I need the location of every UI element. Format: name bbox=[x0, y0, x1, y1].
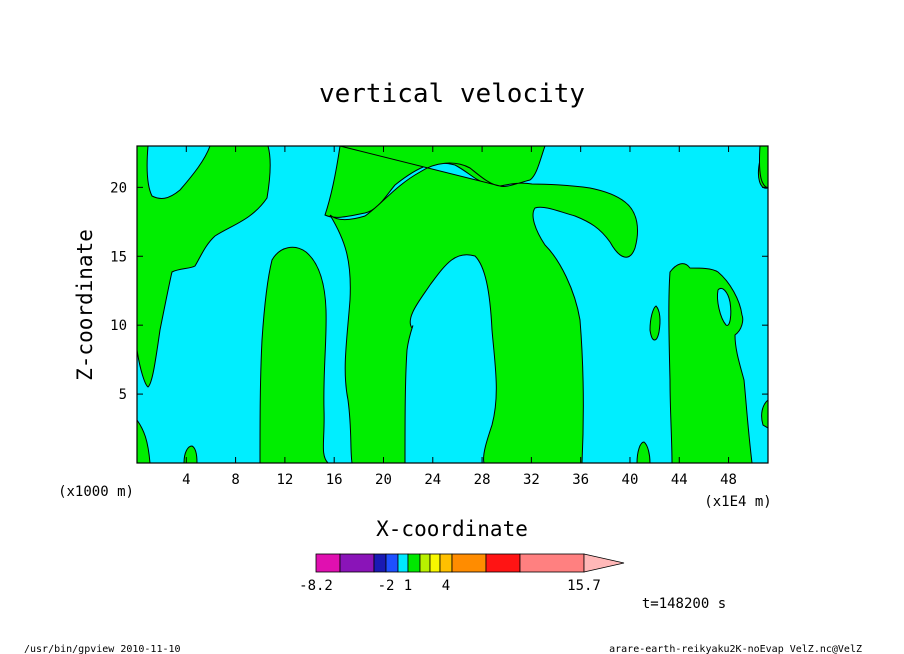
updraft-main-mass bbox=[329, 146, 768, 463]
downdraft-pocket-46 bbox=[717, 287, 732, 326]
updraft-blob-4 bbox=[183, 445, 198, 463]
colorbar-segment bbox=[419, 553, 431, 573]
x-tick-label: 12 bbox=[276, 472, 293, 488]
updraft-region-left bbox=[137, 146, 271, 388]
plot-frame bbox=[136, 145, 769, 464]
colorbar-segment bbox=[385, 553, 399, 573]
colorbar-tick-label: 1 bbox=[404, 578, 412, 594]
colorbar bbox=[315, 553, 625, 573]
colorbar-tick-label: -8.2 bbox=[299, 578, 333, 594]
colorbar-segment bbox=[407, 553, 421, 573]
colorbar-segment bbox=[373, 553, 387, 573]
updraft-right-edge bbox=[761, 399, 768, 429]
x-unit-label: (x1000 m) bbox=[58, 484, 134, 500]
y-tick-label: 5 bbox=[119, 387, 127, 403]
x-tick-label: 36 bbox=[572, 472, 589, 488]
colorbar-segment bbox=[485, 553, 521, 573]
x-tick-label: 40 bbox=[622, 472, 639, 488]
x-secondary-unit-label: (x1E4 m) bbox=[704, 494, 771, 510]
colorbar-segment bbox=[397, 553, 409, 573]
x-tick-label: 16 bbox=[326, 472, 343, 488]
x-tick-label: 32 bbox=[523, 472, 540, 488]
y-axis-label: Z-coordinate bbox=[73, 229, 97, 381]
x-tick-label: 24 bbox=[424, 472, 441, 488]
updraft-region-left-bottom bbox=[137, 419, 151, 463]
plot-area bbox=[137, 146, 768, 463]
x-tick-label: 4 bbox=[182, 472, 190, 488]
y-axis-ticks: 5 10 15 20 bbox=[110, 180, 768, 403]
colorbar-arrow bbox=[583, 553, 625, 573]
x-tick-label: 48 bbox=[720, 472, 737, 488]
updraft-column-12 bbox=[259, 246, 329, 463]
footer-left: /usr/bin/gpview 2010-11-10 bbox=[24, 644, 181, 654]
colorbar-ticks: -8.2 -2 1 4 15.7 bbox=[299, 578, 601, 594]
y-tick-label: 10 bbox=[110, 318, 127, 334]
x-axis-ticks: 4 8 12 16 20 24 28 32 36 40 44 48 bbox=[182, 146, 737, 488]
x-tick-label: 28 bbox=[474, 472, 491, 488]
x-tick-label: 20 bbox=[375, 472, 392, 488]
y-tick-label: 20 bbox=[110, 180, 127, 196]
footer-right: arare-earth-reikyaku2K-noEvap_VelZ.nc@Ve… bbox=[609, 644, 862, 654]
chart-title: vertical velocity bbox=[319, 79, 585, 109]
updraft-blob-41 bbox=[636, 441, 651, 463]
colorbar-tick-label: 4 bbox=[442, 578, 450, 594]
x-tick-label: 8 bbox=[231, 472, 239, 488]
colorbar-segment bbox=[519, 553, 585, 573]
x-tick-label: 44 bbox=[671, 472, 688, 488]
time-label: t=148200 s bbox=[642, 596, 726, 612]
colorbar-segment bbox=[315, 553, 341, 573]
colorbar-segment bbox=[439, 553, 453, 573]
y-tick-label: 15 bbox=[110, 249, 127, 265]
colorbar-tick-label: -2 bbox=[378, 578, 395, 594]
colorbar-segment bbox=[451, 553, 487, 573]
x-axis-label: X-coordinate bbox=[376, 517, 528, 541]
colorbar-tick-label: 15.7 bbox=[567, 578, 601, 594]
colorbar-segment bbox=[429, 553, 441, 573]
updraft-blob-42 bbox=[649, 305, 661, 341]
colorbar-segment bbox=[339, 553, 375, 573]
